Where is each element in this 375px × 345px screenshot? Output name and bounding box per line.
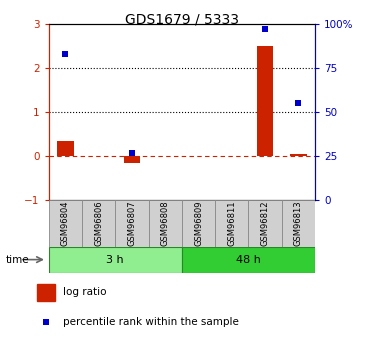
Text: 48 h: 48 h [236,255,261,265]
Bar [257,46,273,156]
Text: GSM96804: GSM96804 [61,201,70,246]
Bar [49,247,182,273]
Text: time: time [6,255,29,265]
Text: GSM96807: GSM96807 [128,200,136,246]
Bar [182,200,215,247]
Text: GSM96808: GSM96808 [161,200,170,246]
Bar [82,200,116,247]
Bar [37,284,55,300]
Text: GSM96812: GSM96812 [261,201,270,246]
Bar [290,154,307,156]
Bar [116,200,148,247]
Bar [182,247,315,273]
Bar [248,200,282,247]
Bar [124,156,140,163]
Bar [215,200,248,247]
Text: GSM96806: GSM96806 [94,200,103,246]
Bar [282,200,315,247]
Text: GSM96813: GSM96813 [294,200,303,246]
Bar [57,141,74,156]
Text: GDS1679 / 5333: GDS1679 / 5333 [125,12,239,26]
Bar [49,200,82,247]
Text: log ratio: log ratio [63,287,106,297]
Text: 3 h: 3 h [106,255,124,265]
Text: GSM96811: GSM96811 [227,201,236,246]
Bar [148,200,182,247]
Text: GSM96809: GSM96809 [194,201,203,246]
Text: percentile rank within the sample: percentile rank within the sample [63,317,239,327]
